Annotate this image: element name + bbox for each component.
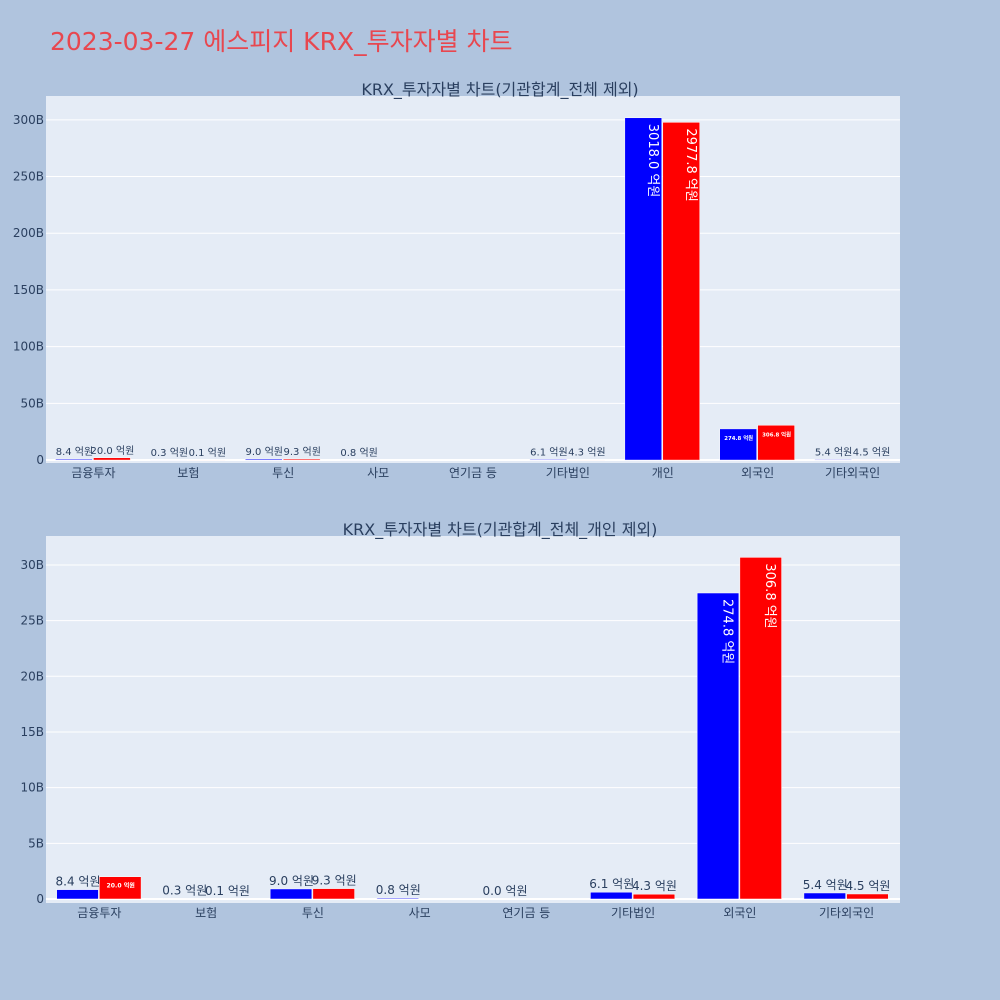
x-tick-label: 개인 — [652, 466, 674, 480]
bar-label: 4.5 억원 — [845, 879, 890, 893]
y-tick-label: 300B — [13, 113, 44, 127]
bar — [312, 888, 355, 900]
chart-title: KRX_투자자별 차트(기관합계_전체_개인 제외) — [343, 520, 658, 540]
bar-label: 0.1 억원 — [189, 447, 226, 459]
bar-label: 9.3 억원 — [283, 446, 320, 458]
bar — [282, 458, 321, 461]
x-tick-label: 연기금 등 — [502, 906, 550, 920]
bar-label: 0.1 억원 — [205, 884, 250, 898]
y-tick-label: 0 — [36, 892, 44, 906]
bar-label: 4.5 억원 — [853, 447, 890, 459]
y-tick-label: 100B — [13, 340, 44, 354]
bar — [567, 459, 606, 461]
bar-label: 0.0 억원 — [483, 884, 528, 898]
x-tick-label: 금융투자 — [77, 906, 121, 920]
bar-label: 6.1 억원 — [589, 877, 634, 891]
bar — [696, 592, 740, 900]
bar — [719, 428, 757, 461]
bar — [852, 459, 890, 461]
bar — [632, 893, 676, 900]
bar-label: 9.0 억원 — [246, 446, 283, 458]
bar — [376, 897, 419, 900]
bar — [93, 457, 131, 461]
x-tick-label: 기타법인 — [546, 466, 590, 480]
bar — [814, 459, 852, 461]
bar — [188, 459, 226, 461]
bar — [483, 898, 526, 900]
plot-area — [46, 96, 900, 463]
x-tick-label: 기타외국인 — [825, 466, 880, 480]
bar-label: 306.8 억원 — [762, 430, 791, 438]
bar-label: 0.8 억원 — [376, 883, 421, 897]
x-tick-label: 기타외국인 — [819, 906, 874, 920]
y-tick-label: 0 — [36, 453, 44, 467]
bar-label: 9.3 억원 — [312, 874, 357, 888]
bar — [529, 459, 568, 461]
bar — [163, 898, 206, 900]
bar-label: 0.3 억원 — [151, 447, 188, 459]
y-tick-label: 10B — [20, 781, 44, 795]
bar-label: 5.4 억원 — [803, 878, 848, 892]
y-tick-label: 30B — [20, 558, 44, 572]
bar-label: 2977.8 억원 — [683, 128, 698, 202]
y-tick-label: 150B — [13, 283, 44, 297]
bar-label: 0.3 억원 — [162, 884, 207, 898]
bar-label: 8.4 억원 — [56, 446, 93, 458]
x-tick-label: 금융투자 — [71, 466, 115, 480]
bar-label: 0.8 억원 — [340, 447, 377, 459]
bar — [339, 459, 378, 461]
bar — [205, 898, 249, 900]
y-tick-label: 200B — [13, 226, 44, 240]
bar-label: 20.0 억원 — [107, 882, 136, 890]
bar-label: 5.4 억원 — [815, 446, 852, 458]
bar-label: 9.0 억원 — [269, 874, 314, 888]
bar — [590, 891, 633, 900]
bar — [99, 876, 142, 900]
y-tick-label: 250B — [13, 170, 44, 184]
bar-label: 274.8 억원 — [724, 434, 753, 442]
bar — [757, 425, 795, 461]
bar — [269, 888, 313, 900]
x-tick-label: 투신 — [272, 466, 294, 480]
y-tick-label: 50B — [20, 396, 44, 410]
bar — [624, 117, 663, 461]
bar — [150, 459, 188, 461]
y-tick-label: 5B — [28, 836, 44, 850]
chart-title: KRX_투자자별 차트(기관합계_전체 제외) — [361, 80, 638, 100]
bar — [56, 889, 99, 900]
bar — [846, 893, 889, 900]
x-tick-label: 기타법인 — [611, 906, 655, 920]
bar-label: 274.8 억원 — [720, 599, 735, 664]
bar-label: 20.0 억원 — [90, 445, 134, 457]
x-tick-label: 사모 — [367, 466, 389, 480]
bar-label: 3018.0 억원 — [645, 124, 660, 198]
bar-label: 4.3 억원 — [632, 879, 677, 893]
y-tick-label: 25B — [20, 614, 44, 628]
page-title: 2023-03-27 에스피지 KRX_투자자별 차트 — [50, 27, 513, 56]
bar — [55, 458, 93, 461]
bar-label: 306.8 억원 — [762, 563, 777, 628]
bar-label: 4.3 억원 — [568, 447, 605, 459]
y-tick-label: 15B — [20, 725, 44, 739]
bar-label: 6.1 억원 — [530, 446, 567, 458]
bar-label: 8.4 억원 — [56, 875, 101, 889]
x-tick-label: 투신 — [302, 906, 324, 920]
y-tick-label: 20B — [20, 669, 44, 683]
x-tick-label: 외국인 — [741, 466, 774, 480]
x-tick-label: 외국인 — [723, 906, 756, 920]
x-tick-label: 사모 — [409, 906, 431, 920]
bar — [803, 892, 846, 900]
x-tick-label: 연기금 등 — [449, 466, 497, 480]
bar — [739, 557, 782, 900]
x-tick-label: 보험 — [195, 906, 217, 920]
bar — [662, 122, 700, 461]
bar — [245, 458, 283, 461]
x-tick-label: 보험 — [177, 466, 199, 480]
